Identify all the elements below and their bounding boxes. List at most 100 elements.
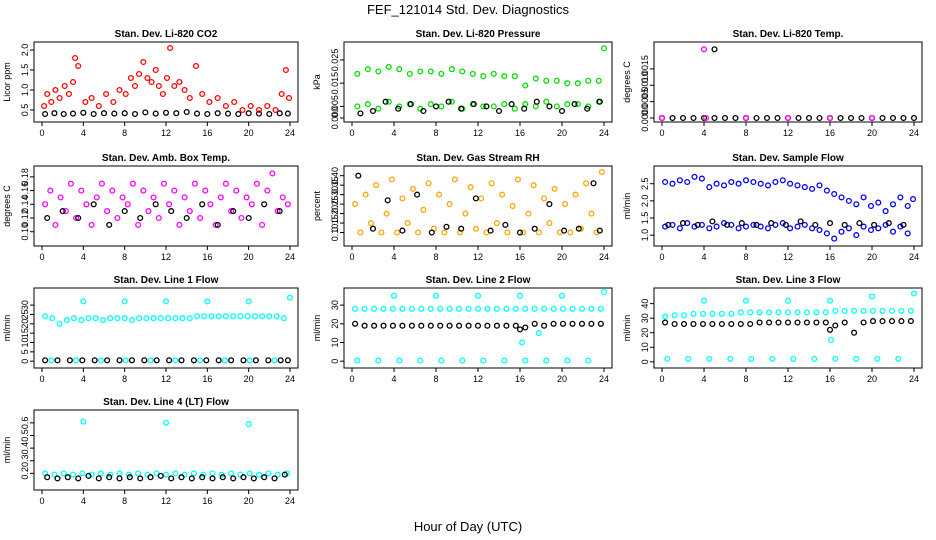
chart-4-point — [168, 208, 175, 215]
chart-3-point — [900, 114, 907, 122]
chart-4-point — [106, 221, 113, 228]
chart-4-point — [90, 201, 97, 208]
chart-8-point — [501, 357, 508, 364]
figure-title: FEF_121014 Std. Dev. Diagnostics — [367, 2, 570, 17]
chart-5-point — [467, 184, 474, 191]
chart-10-point — [60, 470, 67, 477]
chart-1-point — [131, 110, 139, 118]
chart-7-point — [97, 357, 104, 364]
chart-1-y-label: Licor ppm — [2, 62, 12, 102]
chart-7-point — [186, 315, 193, 322]
chart-8-point — [456, 322, 463, 329]
chart-7-y-tick-label: 25 — [20, 309, 30, 319]
chart-5-y-tick-label: 0.15 — [330, 214, 340, 232]
chart-4-point — [176, 221, 183, 228]
chart-10-point — [147, 474, 154, 481]
chart-2-series-2 — [354, 45, 608, 112]
chart-6-point — [720, 182, 728, 189]
chart-9-point — [671, 320, 678, 328]
chart-4-point — [121, 208, 128, 215]
chart-2-point — [448, 66, 455, 73]
chart-5-point — [472, 225, 479, 232]
chart-10-point — [116, 470, 123, 477]
chart-7-series-2 — [42, 357, 291, 364]
chart-8-point — [354, 357, 361, 364]
chart-5-point — [414, 191, 421, 198]
chart-1-y-tick-label: 2.0 — [20, 44, 30, 57]
chart-4-x-tick-label: 4 — [81, 252, 86, 262]
chart-10-point — [85, 472, 92, 479]
chart-6-point — [764, 182, 772, 189]
chart-7-y-tick-label: 10 — [20, 337, 30, 347]
chart-7-point — [240, 357, 247, 364]
chart-10-series-2 — [44, 471, 288, 482]
chart-2-point — [458, 105, 465, 112]
chart-8-point — [418, 305, 425, 312]
chart-10-point — [44, 474, 51, 481]
chart-2-x-tick-label: 20 — [557, 128, 567, 138]
chart-8-point — [380, 305, 387, 312]
chart-6-point — [787, 180, 794, 187]
chart-5-x-tick-label: 24 — [599, 252, 609, 262]
chart-1-point — [127, 74, 134, 82]
chart-7-point — [286, 294, 294, 301]
chart-3-y-tick-label: 0.0015 — [640, 55, 650, 83]
chart-1-point — [41, 102, 48, 110]
chart-7-point — [230, 313, 237, 320]
chart-9-x-tick-label: 0 — [659, 374, 664, 384]
chart-6-point — [875, 199, 882, 206]
chart-10-point — [261, 474, 268, 481]
chart-8-point — [399, 305, 406, 312]
chart-4-y-tick-label: 0.10 — [20, 223, 30, 241]
chart-6-point — [860, 223, 867, 230]
chart-1-series-2 — [41, 44, 293, 114]
chart-9-point — [756, 319, 763, 326]
chart-6-point — [867, 226, 875, 234]
chart-7-point — [56, 320, 63, 327]
chart-8-point — [459, 357, 466, 364]
chart-5-point — [493, 220, 500, 227]
chart-7-point — [252, 357, 259, 364]
chart-5-y-tick-label: 0.30 — [330, 186, 340, 204]
chart-6-point — [809, 225, 816, 232]
chart-7-point — [121, 315, 128, 322]
chart-7-point — [193, 313, 201, 320]
chart-4-point — [183, 214, 190, 222]
chart-1-point — [144, 74, 151, 82]
chart-4-point — [73, 214, 80, 222]
chart-4-point — [217, 194, 224, 201]
chart-5-point — [394, 229, 401, 236]
chart-8-point — [535, 330, 542, 337]
chart-8-point — [456, 305, 463, 312]
chart-4-point — [253, 180, 260, 187]
chart-1-point — [186, 94, 193, 102]
chart-7-y-tick-label: 15 — [20, 328, 30, 338]
chart-4-point — [152, 201, 159, 208]
chart-1-point — [116, 86, 123, 94]
chart-10-point — [116, 475, 123, 482]
chart-7-point — [215, 357, 222, 364]
chart-4-point — [104, 208, 111, 215]
chart-10-point — [64, 474, 71, 481]
chart-2-x-tick-label: 12 — [473, 128, 483, 138]
chart-1-point — [51, 110, 58, 117]
chart-6-series-1 — [662, 173, 917, 215]
chart-8-point — [484, 305, 491, 312]
chart-8-point — [600, 288, 608, 296]
chart-6-point — [753, 221, 760, 228]
chart-5-y-tick-label: 0.35 — [330, 176, 340, 194]
chart-9-point — [766, 319, 773, 326]
chart-6-x-tick-label: 24 — [909, 252, 919, 262]
chart-9-point — [747, 309, 754, 316]
chart-1-point — [171, 82, 178, 90]
chart-1-point — [100, 110, 108, 117]
chart-3-point — [847, 114, 855, 122]
chart-6-point — [823, 187, 830, 194]
chart-2-x-tick-label: 16 — [515, 128, 525, 138]
chart-6-point — [838, 228, 845, 235]
chart-2-point — [571, 101, 578, 108]
chart-5-point — [516, 229, 524, 236]
chart-7-y-tick-label: 0 — [20, 359, 30, 364]
chart-2-point — [385, 98, 392, 105]
chart-8-point — [550, 305, 557, 312]
